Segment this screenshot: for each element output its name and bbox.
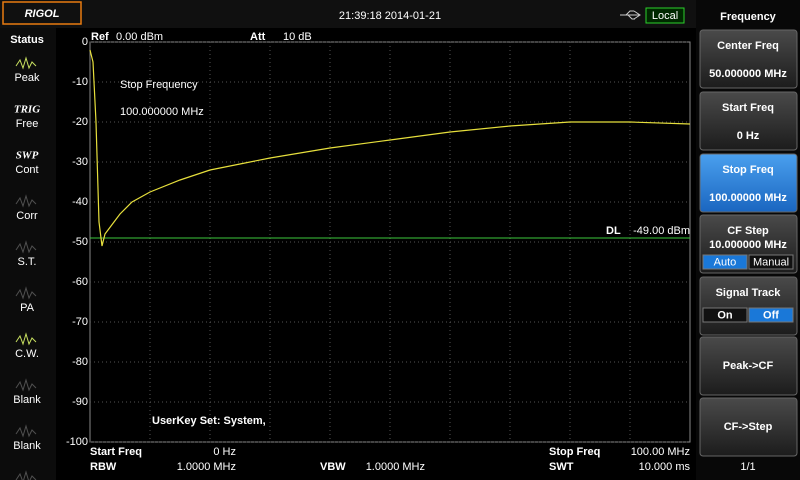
option[interactable] (748, 254, 794, 270)
option[interactable] (702, 254, 748, 270)
status-label: PA (20, 302, 35, 314)
trace (89, 49, 691, 247)
usb-icon (620, 10, 641, 20)
status-label: Blank (13, 440, 41, 452)
footer-label: RBW (90, 461, 117, 473)
menu-title: Frequency (720, 11, 777, 23)
status-icon (15, 378, 37, 392)
footer-value: 100.00 MHz (631, 446, 690, 458)
status-label: Corr (16, 210, 38, 222)
footer-label: SWT (549, 461, 574, 473)
status-icon (15, 470, 37, 480)
y-tick-label: -40 (72, 196, 88, 208)
status-icon: SWP (16, 150, 39, 162)
button-label: Center Freq (717, 40, 779, 52)
status-icon (15, 332, 37, 346)
status-icon (15, 424, 37, 438)
annotation: 100.000000 MHz (120, 106, 204, 118)
y-tick-label: -60 (72, 276, 88, 288)
status-label: Blank (13, 394, 41, 406)
button-value: 50.000000 MHz (709, 68, 787, 80)
button-label: CF->Step (724, 421, 773, 433)
y-tick-label: -30 (72, 156, 88, 168)
footer-label: VBW (320, 461, 346, 473)
option-label: Manual (753, 256, 789, 268)
y-tick-label: -10 (72, 76, 88, 88)
menu-button[interactable] (699, 153, 798, 213)
status-label: Free (16, 118, 39, 130)
y-tick-label: -70 (72, 316, 88, 328)
option[interactable] (702, 307, 748, 323)
status-icon (15, 286, 37, 300)
footer-label: Start Freq (90, 446, 142, 458)
option[interactable] (748, 307, 794, 323)
att-value: 10 dB (283, 31, 312, 43)
logo-frame (2, 1, 82, 25)
status-icon: TRIG (14, 104, 40, 116)
button-label: Peak->CF (723, 360, 774, 372)
status-label: S.T. (18, 256, 37, 268)
button-value: 100.00000 MHz (709, 192, 787, 204)
menu-button[interactable] (699, 29, 798, 89)
menu-button[interactable] (699, 91, 798, 151)
y-tick-label: -90 (72, 396, 88, 408)
ref-label: Ref (91, 31, 109, 43)
annotation: Stop Frequency (120, 79, 198, 91)
y-tick-label: -80 (72, 356, 88, 368)
footer-value: 1.0000 MHz (366, 461, 425, 473)
y-tick-label: -100 (66, 436, 88, 448)
option-label: Off (763, 309, 779, 321)
dl-label: DL (606, 225, 621, 237)
menu-button[interactable] (699, 397, 798, 457)
button-value: 0 Hz (737, 130, 760, 142)
menu-button[interactable] (699, 276, 798, 336)
status-label: Peak (14, 72, 40, 84)
ref-value: 0.00 dBm (116, 31, 163, 43)
status-icon (15, 194, 37, 208)
y-tick-label: 0 (82, 36, 88, 48)
status-title: Status (10, 34, 44, 46)
button-label: Start Freq (722, 102, 774, 114)
button-label: Signal Track (716, 287, 782, 299)
mode: Local (652, 10, 678, 22)
footer-label: Stop Freq (549, 446, 600, 458)
menu-button[interactable] (699, 336, 798, 396)
userkey: UserKey Set: System, (152, 415, 266, 427)
status-label: C.W. (15, 348, 39, 360)
option-label: Auto (714, 256, 737, 268)
att-label: Att (250, 31, 266, 43)
dl-value: -49.00 dBm (633, 225, 690, 237)
button-label: CF Step (727, 225, 769, 237)
status-icon (15, 56, 37, 70)
logo: RIGOL (25, 8, 60, 20)
footer-value: 10.000 ms (639, 461, 691, 473)
footer-value: 1.0000 MHz (177, 461, 236, 473)
status-label: Cont (15, 164, 38, 176)
button-label: Stop Freq (722, 164, 773, 176)
button-value: 10.000000 MHz (709, 239, 787, 251)
option-label: On (717, 309, 733, 321)
y-tick-label: -20 (72, 116, 88, 128)
top-bar (0, 0, 696, 28)
status-panel (0, 28, 56, 480)
y-tick-label: -50 (72, 236, 88, 248)
status-icon (15, 240, 37, 254)
menu-page: 1/1 (740, 461, 755, 473)
footer-value: 0 Hz (213, 446, 236, 458)
mode-box (645, 7, 685, 24)
datetime: 21:39:18 2014-01-21 (339, 10, 441, 22)
